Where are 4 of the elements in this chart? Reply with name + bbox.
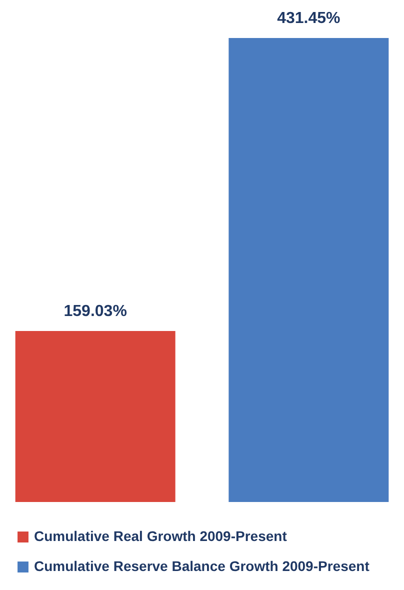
data-label: 431.45% (277, 10, 340, 27)
legend-label: Cumulative Reserve Balance Growth 2009-Present (34, 558, 370, 574)
data-label: 159.03% (64, 302, 127, 320)
legend-label: Cumulative Real Growth 2009-Present (34, 528, 288, 544)
